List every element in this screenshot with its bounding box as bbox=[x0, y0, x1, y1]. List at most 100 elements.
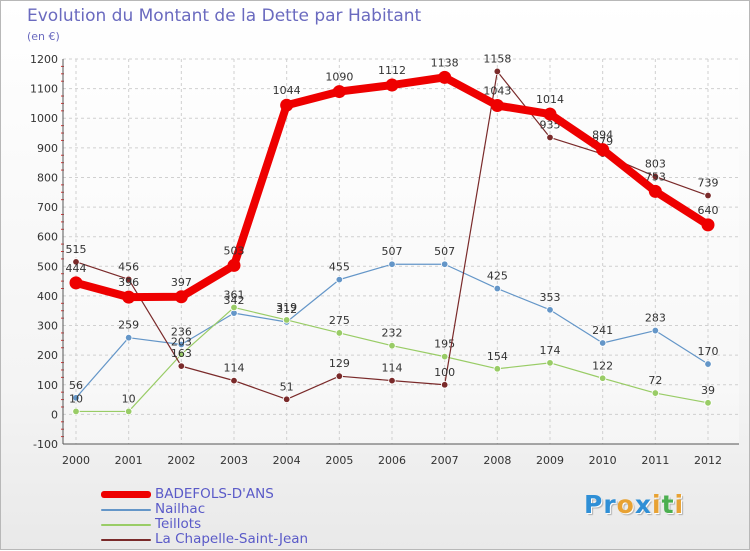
data-label: 342 bbox=[224, 294, 245, 307]
data-label: 1044 bbox=[273, 84, 301, 97]
legend-label: Teillots bbox=[155, 516, 202, 532]
data-point bbox=[388, 260, 396, 268]
data-point bbox=[72, 407, 80, 416]
legend-swatch bbox=[101, 491, 151, 498]
x-tick-label: 2004 bbox=[273, 454, 301, 467]
x-tick-label: 2000 bbox=[62, 454, 90, 467]
logo-letter: P bbox=[584, 490, 604, 519]
data-label: 515 bbox=[66, 243, 87, 256]
data-label: 283 bbox=[645, 312, 666, 325]
data-label: 803 bbox=[645, 158, 666, 171]
data-point bbox=[438, 70, 452, 84]
data-label: 10 bbox=[69, 392, 83, 405]
y-tick-label: 300 bbox=[37, 320, 58, 333]
data-point bbox=[546, 133, 554, 142]
legend-label: La Chapelle-Saint-Jean bbox=[155, 531, 309, 547]
y-tick-label: 800 bbox=[37, 171, 58, 184]
data-point bbox=[701, 218, 715, 232]
x-tick-label: 2010 bbox=[589, 454, 617, 467]
data-point bbox=[704, 399, 712, 407]
data-label: 1138 bbox=[431, 56, 459, 69]
data-point bbox=[230, 376, 238, 385]
data-point bbox=[124, 275, 133, 284]
data-point bbox=[230, 303, 238, 312]
legend-label: Nailhac bbox=[155, 501, 206, 517]
data-label: 236 bbox=[171, 325, 192, 338]
y-tick-label: 100 bbox=[37, 379, 58, 392]
logo-letter: o bbox=[616, 490, 635, 519]
data-point bbox=[335, 275, 344, 284]
data-point bbox=[651, 326, 660, 335]
data-label: 753 bbox=[645, 170, 666, 183]
data-label: 425 bbox=[487, 270, 508, 283]
data-label: 503 bbox=[224, 244, 245, 257]
data-point bbox=[546, 306, 554, 314]
x-tick-label: 2003 bbox=[220, 454, 248, 467]
data-point bbox=[440, 381, 449, 389]
data-label: 894 bbox=[592, 129, 613, 142]
unit-label: (en €) bbox=[27, 30, 60, 43]
logo-letter: i bbox=[652, 490, 662, 519]
data-point bbox=[598, 374, 607, 382]
y-tick-label: 700 bbox=[37, 201, 58, 214]
series-1: 56 259 236 342 312 455 507 507 425 353 241 283 170 bbox=[69, 245, 719, 402]
data-point bbox=[648, 184, 662, 198]
data-point bbox=[332, 85, 346, 99]
data-point bbox=[335, 329, 344, 337]
data-point bbox=[598, 339, 607, 347]
data-label: 203 bbox=[171, 335, 192, 348]
legend-swatch bbox=[101, 524, 151, 526]
data-point bbox=[227, 258, 241, 272]
data-point bbox=[543, 107, 557, 121]
data-point bbox=[177, 350, 186, 358]
data-label: 397 bbox=[171, 276, 192, 289]
y-tick-label: 400 bbox=[37, 290, 58, 303]
plot-background bbox=[63, 59, 739, 444]
x-tick-label: 2012 bbox=[694, 454, 722, 467]
data-label: 275 bbox=[329, 314, 350, 327]
data-point bbox=[124, 333, 133, 342]
series-0: 444 396 397 503 1044 1090 1112 1138 1043 1014 894 7… bbox=[66, 56, 719, 304]
data-point bbox=[385, 78, 399, 92]
data-point bbox=[388, 376, 396, 385]
legend-swatch bbox=[101, 509, 151, 511]
data-point bbox=[493, 67, 502, 76]
data-label: 56 bbox=[69, 379, 83, 392]
data-label: 1112 bbox=[378, 64, 406, 77]
data-label: 1043 bbox=[483, 84, 511, 97]
data-label: 174 bbox=[540, 344, 561, 357]
data-point bbox=[704, 191, 712, 200]
x-tick-label: 2006 bbox=[378, 454, 406, 467]
data-point bbox=[124, 407, 133, 416]
legend-swatch bbox=[101, 539, 151, 541]
legend-label: BADEFOLS-D'ANS bbox=[155, 486, 274, 502]
data-point bbox=[596, 143, 610, 157]
data-point bbox=[282, 316, 291, 324]
data-point bbox=[440, 352, 449, 361]
data-label: 10 bbox=[122, 392, 136, 405]
logo-letter: t bbox=[661, 490, 675, 519]
data-point bbox=[122, 290, 136, 304]
x-tick-label: 2008 bbox=[483, 454, 511, 467]
data-point bbox=[388, 341, 396, 350]
y-tick-label: 900 bbox=[37, 142, 58, 155]
data-label: 232 bbox=[382, 327, 403, 340]
logo-letter: x bbox=[634, 490, 652, 519]
data-point bbox=[177, 362, 186, 370]
data-label: 100 bbox=[434, 366, 455, 379]
x-tick-label: 2011 bbox=[641, 454, 669, 467]
data-label: 114 bbox=[382, 362, 403, 375]
y-tick-label: 1000 bbox=[30, 112, 58, 125]
x-tick-label: 2002 bbox=[167, 454, 195, 467]
data-label: 456 bbox=[118, 260, 139, 273]
data-label: 396 bbox=[118, 276, 139, 289]
y-tick-label: 200 bbox=[37, 349, 58, 362]
data-point bbox=[280, 98, 294, 112]
data-point bbox=[493, 365, 502, 373]
data-label: 72 bbox=[648, 374, 662, 387]
data-label: 361 bbox=[224, 288, 245, 301]
logo-letter: r bbox=[603, 490, 617, 519]
data-point bbox=[177, 340, 186, 349]
y-tick-label: 600 bbox=[37, 231, 58, 244]
